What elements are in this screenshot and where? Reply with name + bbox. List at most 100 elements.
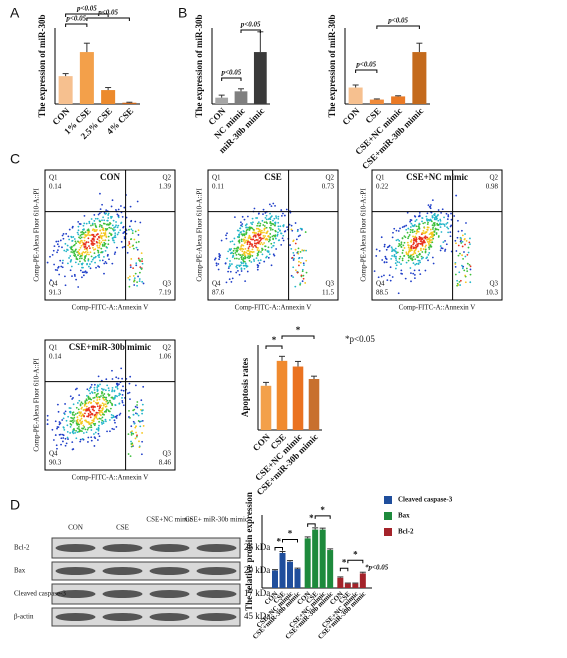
bar	[276, 360, 288, 430]
event-dot	[457, 230, 460, 233]
event-dot	[86, 271, 88, 274]
event-dot	[80, 236, 83, 239]
event-dot	[108, 232, 111, 234]
quadrant-value: 1.39	[159, 183, 172, 191]
event-dot	[98, 225, 101, 228]
event-dot	[412, 262, 415, 265]
event-dot	[140, 420, 143, 423]
event-dot	[305, 249, 307, 252]
event-dot	[253, 207, 256, 210]
event-dot	[406, 231, 409, 234]
event-dot	[134, 405, 137, 408]
event-dot	[242, 252, 245, 255]
event-dot	[51, 253, 54, 256]
event-dot	[248, 226, 251, 229]
event-dot	[114, 236, 117, 239]
event-dot	[82, 251, 85, 253]
event-dot	[95, 401, 97, 404]
event-dot	[269, 236, 272, 239]
bar	[215, 97, 229, 104]
event-dot	[98, 246, 101, 249]
event-dot	[56, 269, 59, 272]
event-dot	[300, 274, 303, 277]
event-dot	[455, 194, 458, 197]
event-dot	[111, 390, 113, 393]
event-dot	[439, 249, 442, 252]
event-dot	[86, 249, 89, 251]
event-dot	[469, 243, 471, 246]
event-dot	[90, 224, 92, 227]
event-dot	[117, 208, 120, 211]
event-dot	[237, 253, 240, 256]
event-dot	[400, 241, 403, 244]
event-dot	[89, 234, 92, 237]
event-dot	[135, 435, 138, 438]
event-dot	[256, 224, 259, 227]
event-dot	[62, 417, 65, 420]
event-dot	[215, 262, 218, 265]
sig-bracket	[347, 559, 364, 564]
quadrant-value: 87.6	[212, 289, 225, 297]
event-dot	[108, 258, 110, 261]
event-dot	[138, 280, 141, 283]
event-dot	[103, 396, 106, 399]
event-dot	[464, 281, 467, 284]
quadrant-label: Q4	[212, 280, 221, 288]
event-dot	[134, 230, 137, 233]
blot-band	[149, 590, 190, 598]
event-dot	[74, 431, 77, 434]
event-dot	[227, 250, 230, 253]
event-dot	[82, 274, 85, 277]
event-dot	[98, 398, 101, 401]
event-dot	[103, 234, 106, 237]
event-dot	[133, 277, 136, 279]
event-dot	[277, 228, 280, 230]
event-dot	[246, 256, 249, 259]
event-dot	[57, 249, 59, 251]
event-dot	[93, 433, 95, 435]
event-dot	[393, 248, 395, 251]
event-dot	[70, 416, 72, 419]
event-dot	[91, 419, 94, 422]
event-dot	[231, 263, 233, 265]
event-dot	[93, 386, 96, 389]
event-dot	[66, 244, 69, 247]
event-dot	[240, 267, 243, 270]
event-dot	[104, 239, 106, 242]
event-dot	[122, 389, 125, 392]
event-dot	[272, 222, 274, 225]
event-dot	[96, 217, 99, 220]
event-dot	[65, 442, 68, 445]
event-dot	[63, 413, 66, 416]
event-dot	[290, 274, 293, 277]
quadrant-value: 0.22	[376, 183, 389, 191]
event-dot	[421, 232, 424, 234]
event-dot	[71, 275, 73, 278]
event-dot	[88, 222, 91, 225]
event-dot	[93, 228, 96, 231]
event-dot	[121, 393, 124, 396]
event-dot	[111, 389, 114, 391]
event-dot	[72, 244, 75, 247]
event-dot	[424, 248, 427, 251]
event-dot	[69, 407, 72, 410]
sig-label: p<0.05	[355, 61, 376, 69]
event-dot	[114, 403, 117, 406]
event-dot	[238, 258, 240, 260]
event-dot	[83, 403, 86, 406]
event-dot	[282, 234, 285, 237]
event-dot	[92, 422, 95, 425]
event-dot	[137, 420, 140, 422]
event-dot	[407, 235, 410, 238]
event-dot	[373, 270, 376, 272]
event-dot	[64, 275, 66, 278]
legend-label: Bcl-2	[398, 528, 414, 536]
event-dot	[107, 217, 110, 219]
event-dot	[258, 212, 260, 215]
event-dot	[116, 383, 119, 386]
event-dot	[281, 237, 284, 240]
x-axis-label: Comp-FITC-A::Annexin V	[72, 304, 149, 312]
event-dot	[275, 215, 277, 218]
event-dot	[120, 221, 123, 224]
event-dot	[427, 242, 430, 245]
